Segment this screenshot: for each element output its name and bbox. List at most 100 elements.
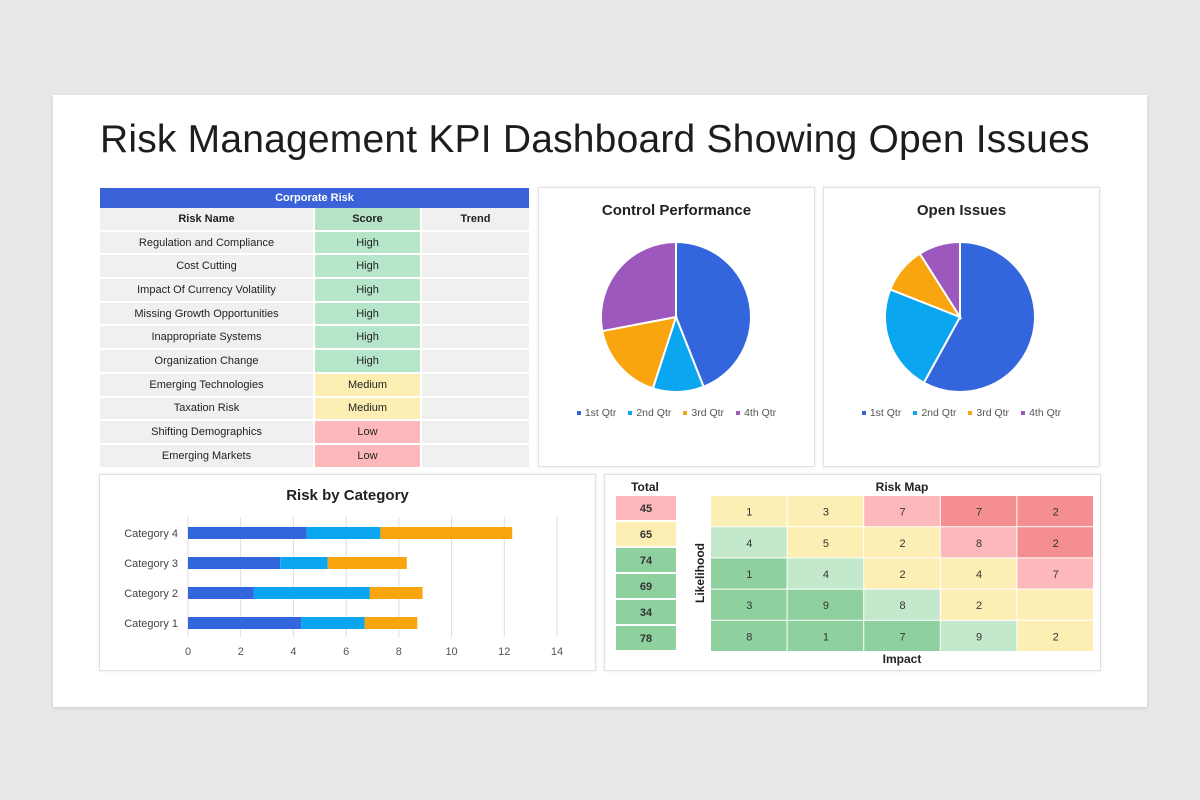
risk-map-cell bbox=[1017, 620, 1093, 651]
risk-map-value: 8 bbox=[899, 600, 905, 612]
risk-map-value: 4 bbox=[823, 569, 829, 581]
total-cell bbox=[616, 574, 676, 598]
total-value: 45 bbox=[640, 503, 652, 515]
total-cell bbox=[616, 626, 676, 650]
risk-map-value: 3 bbox=[823, 507, 829, 519]
legend-swatch bbox=[576, 411, 581, 415]
legend-item: 4th Qtr bbox=[736, 407, 776, 419]
risk-map-value: 7 bbox=[899, 507, 905, 519]
risk-name-cell: Taxation Risk bbox=[100, 397, 315, 422]
risk-by-category-chart: 0 2 4 6 8 10 12 14 Category 1 Category 2 Category … bbox=[124, 517, 563, 658]
risk-map-value: 7 bbox=[1053, 569, 1059, 581]
risk-score-cell: Low bbox=[315, 421, 422, 445]
control-performance-panel: Control Performance 1st Qtr 2nd Qtr 3rd Qt… bbox=[538, 187, 815, 467]
risk-name-cell: Emerging Markets bbox=[100, 444, 315, 469]
risk-map-cell bbox=[1017, 496, 1093, 527]
total-value: 34 bbox=[640, 607, 653, 619]
bar-segment bbox=[280, 557, 328, 569]
legend-item: 1st Qtr bbox=[576, 407, 617, 419]
risk-by-category-panel: Risk by Category 0 2 4 6 8 10 12 14 Category 1 Ca… bbox=[99, 474, 596, 671]
legend-label: 2nd Qtr bbox=[636, 407, 672, 419]
risk-map-cell bbox=[787, 496, 864, 527]
risk-map-value: 2 bbox=[899, 538, 905, 550]
column-header-score: Score bbox=[315, 208, 422, 232]
legend-label: 2nd Qtr bbox=[921, 407, 957, 419]
risk-map-value: 2 bbox=[899, 569, 905, 581]
legend-item: 2nd Qtr bbox=[628, 407, 671, 419]
column-header-risk-name: Risk Name bbox=[100, 208, 315, 232]
legend-label: 4th Qtr bbox=[1029, 407, 1062, 419]
bar-segment bbox=[364, 617, 418, 629]
risk-trend-cell bbox=[422, 373, 529, 398]
legend-item: 1st Qtr bbox=[861, 407, 901, 419]
total-cell bbox=[616, 496, 676, 520]
risk-trend-cell bbox=[422, 255, 529, 280]
x-tick-label: 14 bbox=[551, 646, 563, 658]
x-tick-label: 6 bbox=[343, 646, 349, 658]
risk-map-cell bbox=[787, 558, 864, 589]
risk-trend-cell bbox=[422, 421, 529, 445]
risk-map-value: 8 bbox=[746, 631, 752, 643]
table-row: Emerging Technologies Medium bbox=[100, 373, 529, 398]
risk-map-cell bbox=[864, 620, 940, 651]
legend-item: 3rd Qtr bbox=[683, 407, 724, 419]
open-issues-panel: Open Issues 1st Qtr 2nd Qtr 3rd Qtr 4th Qtr bbox=[823, 187, 1100, 467]
risk-map-value: 1 bbox=[746, 507, 752, 519]
risk-map-cell bbox=[1017, 589, 1093, 620]
x-tick-label: 8 bbox=[396, 646, 402, 658]
risk-map-cell bbox=[940, 496, 1017, 527]
risk-map-value: 9 bbox=[976, 631, 982, 643]
risk-trend-cell bbox=[422, 397, 529, 422]
table-body: Regulation and Compliance High Cost Cuttin… bbox=[100, 231, 529, 469]
risk-score-cell: Medium bbox=[315, 397, 422, 422]
risk-map-cell bbox=[864, 558, 940, 589]
x-tick-label: 2 bbox=[238, 646, 244, 658]
table-row: Cost Cutting High bbox=[100, 255, 529, 280]
risk-trend-cell bbox=[422, 444, 529, 469]
legend-label: 1st Qtr bbox=[584, 407, 617, 419]
risk-map-value: 8 bbox=[976, 538, 982, 550]
legend-label: 4th Qtr bbox=[744, 407, 777, 419]
bar-segment bbox=[188, 587, 254, 599]
x-tick-label: 10 bbox=[445, 646, 457, 658]
page-title: Risk Management KPI Dashboard Showing Op… bbox=[100, 118, 1090, 161]
x-tick-label: 4 bbox=[290, 646, 296, 658]
control-performance-legend: 1st Qtr 2nd Qtr 3rd Qtr 4th Qtr bbox=[539, 407, 814, 419]
pie-slice-4 bbox=[918, 240, 961, 321]
risk-map-value: 2 bbox=[1053, 631, 1059, 643]
total-value: 78 bbox=[640, 633, 652, 645]
risk-map-panel: Total Risk Map 45 65 74 69 34 78 1 3 7 7 2 4 5 2 8 2 1 4 2 4 7… bbox=[604, 474, 1101, 671]
risk-map-cell bbox=[940, 620, 1017, 651]
risk-map-cell bbox=[940, 558, 1017, 589]
risk-name-cell: Emerging Technologies bbox=[100, 373, 315, 398]
category-label: Category 2 bbox=[124, 588, 178, 600]
pie-slice-3 bbox=[601, 315, 678, 390]
total-cell bbox=[616, 522, 676, 546]
risk-map-cell bbox=[787, 589, 864, 620]
risk-map-value: 5 bbox=[823, 538, 829, 550]
risk-name-cell: Organization Change bbox=[100, 350, 315, 374]
risk-name-cell: Cost Cutting bbox=[100, 255, 315, 280]
table-row: Taxation Risk Medium bbox=[100, 397, 529, 422]
risk-score-cell: Low bbox=[315, 444, 422, 469]
impact-axis-label: Impact bbox=[883, 652, 922, 666]
risk-map-cell bbox=[940, 589, 1017, 620]
risk-map-cell bbox=[1017, 527, 1093, 558]
category-label: Category 1 bbox=[124, 618, 178, 630]
risk-score-cell: High bbox=[315, 231, 422, 256]
legend-swatch bbox=[628, 411, 633, 415]
risk-name-cell: Shifting Demographics bbox=[100, 421, 315, 445]
legend-swatch bbox=[736, 411, 741, 415]
open-issues-pie bbox=[884, 240, 1036, 393]
total-value: 69 bbox=[640, 581, 652, 593]
risk-map-value: 4 bbox=[976, 569, 982, 581]
bar-segment bbox=[301, 617, 365, 629]
likelihood-axis-label: Likelihood bbox=[693, 543, 707, 603]
table-row: Emerging Markets Low bbox=[100, 444, 529, 469]
risk-map-cell bbox=[864, 496, 940, 527]
open-issues-title: Open Issues bbox=[916, 202, 1007, 219]
risk-map-value: 4 bbox=[746, 538, 752, 550]
legend-swatch bbox=[1021, 411, 1026, 415]
risk-map-value: 1 bbox=[746, 569, 752, 581]
control-performance-pie bbox=[600, 240, 752, 393]
